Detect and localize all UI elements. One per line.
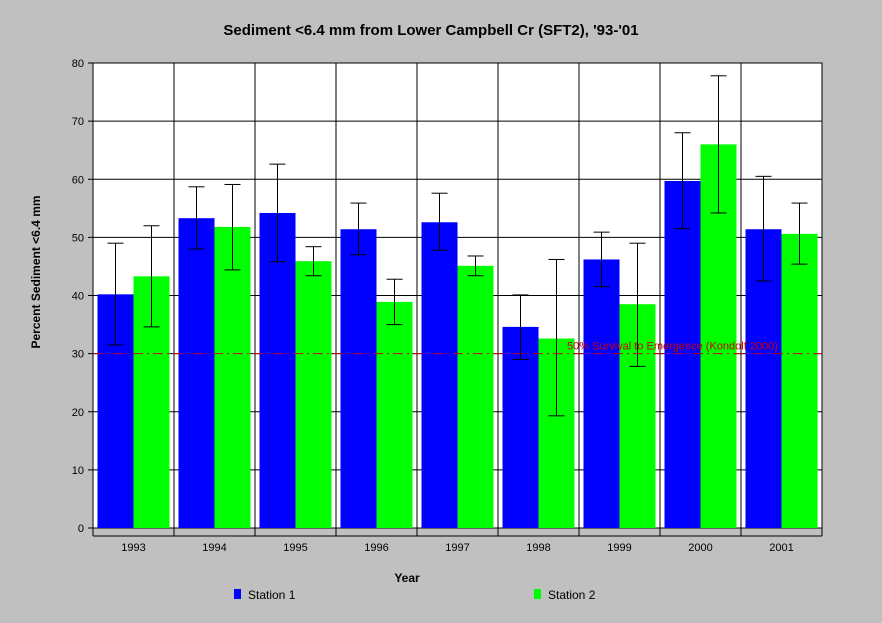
legend-label-series2: Station 2 bbox=[548, 588, 596, 602]
chart-title: Sediment <6.4 mm from Lower Campbell Cr … bbox=[223, 22, 638, 39]
x-tick-labels: 1993 1994 1995 1996 1997 1998 1999 2000 2001 bbox=[121, 542, 793, 554]
bar-1999-series1 bbox=[584, 259, 620, 528]
y-tick-label: 60 bbox=[72, 174, 84, 186]
x-tick-label: 1998 bbox=[526, 542, 550, 554]
bar-1995-series2 bbox=[296, 261, 332, 528]
y-tick-label: 30 bbox=[72, 349, 84, 361]
legend-swatch-series1 bbox=[234, 589, 241, 599]
y-tick-label: 20 bbox=[72, 407, 84, 419]
x-tick-label: 2001 bbox=[769, 542, 793, 554]
legend: Station 1 Station 2 bbox=[234, 588, 596, 602]
x-tick-label: 2000 bbox=[688, 542, 712, 554]
y-tick-label: 70 bbox=[72, 116, 84, 128]
bar-2001-series2 bbox=[782, 234, 818, 528]
bar-2000-series1 bbox=[665, 181, 701, 528]
y-tick-label: 50 bbox=[72, 232, 84, 244]
bar-1997-series1 bbox=[422, 222, 458, 528]
y-tick-label: 0 bbox=[78, 523, 84, 535]
y-tick-label: 40 bbox=[72, 291, 84, 303]
bar-1997-series2 bbox=[458, 266, 494, 528]
bar-1996-series2 bbox=[377, 302, 413, 528]
y-tick-labels: 0 10 20 30 40 50 60 70 80 bbox=[72, 58, 84, 535]
x-tick-label: 1997 bbox=[445, 542, 469, 554]
legend-swatch-series2 bbox=[534, 589, 541, 599]
y-axis-label: Percent Sediment <6.4 mm bbox=[29, 195, 43, 348]
legend-label-series1: Station 1 bbox=[248, 588, 296, 602]
bar-1994-series1 bbox=[179, 218, 215, 528]
bar-1994-series2 bbox=[215, 227, 251, 528]
x-tick-label: 1999 bbox=[607, 542, 631, 554]
x-tick-label: 1995 bbox=[283, 542, 307, 554]
y-tick-label: 10 bbox=[72, 465, 84, 477]
x-axis-label: Year bbox=[394, 571, 420, 585]
x-tick-label: 1996 bbox=[364, 542, 388, 554]
y-tick-label: 80 bbox=[72, 58, 84, 70]
bar-1996-series1 bbox=[341, 229, 377, 528]
x-tick-label: 1994 bbox=[202, 542, 226, 554]
x-tick-label: 1993 bbox=[121, 542, 145, 554]
reference-line-label: 50% Survival to Emergence (Kondolf 2000) bbox=[567, 341, 778, 353]
